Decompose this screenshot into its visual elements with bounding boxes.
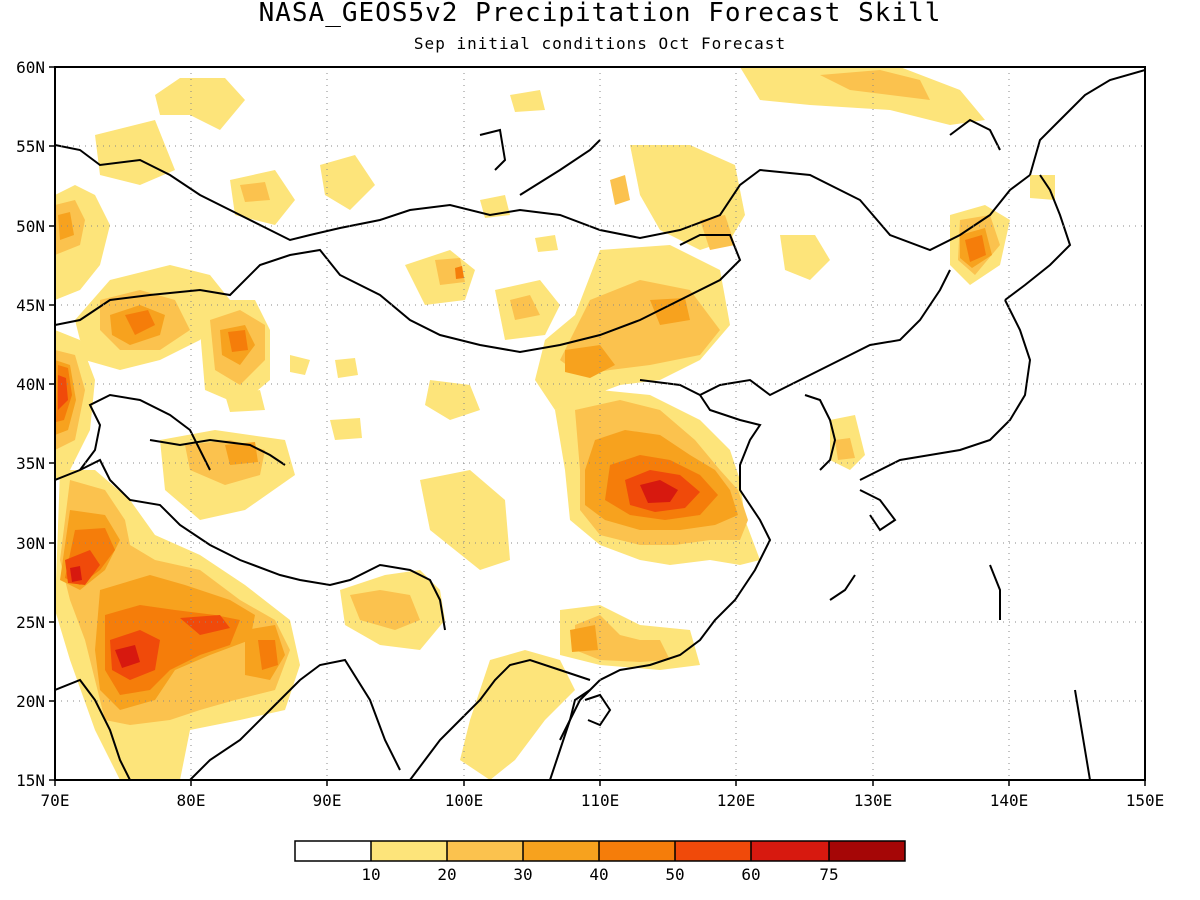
colorbar-label: 10: [361, 865, 380, 884]
tick-marks: [49, 66, 1146, 786]
colorbar-swatch: [599, 841, 675, 861]
lon-label: 120E: [717, 791, 756, 810]
colorbar-swatch: [829, 841, 905, 861]
colorbar-label: 50: [665, 865, 684, 884]
colorbar: 10 20 30 40 50 60 75: [294, 840, 906, 884]
colorbar-label: 30: [513, 865, 532, 884]
lat-label: 25N: [16, 613, 45, 632]
colorbar-swatch: [371, 841, 447, 861]
skill-shading: [55, 67, 1055, 780]
lat-label: 30N: [16, 534, 45, 553]
colorbar-swatch: [523, 841, 599, 861]
lon-label: 90E: [313, 791, 342, 810]
lat-label: 20N: [16, 692, 45, 711]
lat-label: 35N: [16, 454, 45, 473]
lat-label: 45N: [16, 296, 45, 315]
lat-label: 55N: [16, 137, 45, 156]
lat-label: 50N: [16, 217, 45, 236]
skill-level-60: [70, 480, 678, 668]
colorbar-swatch: [751, 841, 829, 861]
lat-label: 15N: [16, 771, 45, 790]
lon-labels: 70E 80E 90E 100E 110E 120E 130E 140E 150…: [41, 791, 1165, 810]
lat-label: 60N: [16, 58, 45, 77]
colorbar-swatch: [447, 841, 523, 861]
colorbar-label: 60: [741, 865, 760, 884]
lon-label: 130E: [854, 791, 893, 810]
lat-label: 40N: [16, 375, 45, 394]
lon-label: 70E: [41, 791, 70, 810]
colorbar-swatch: [295, 841, 371, 861]
colorbar-label: 75: [819, 865, 838, 884]
lon-label: 110E: [581, 791, 620, 810]
lon-label: 140E: [990, 791, 1029, 810]
coastlines: [55, 69, 1145, 780]
map-subtitle: Sep initial conditions Oct Forecast: [413, 34, 787, 53]
lon-label: 150E: [1126, 791, 1165, 810]
colorbar-label: 20: [437, 865, 456, 884]
map-title: NASA_GEOS5v2 Precipitation Forecast Skil…: [258, 0, 942, 28]
lon-label: 80E: [177, 791, 206, 810]
colorbar-label: 40: [589, 865, 608, 884]
lat-labels: 60N 55N 50N 45N 40N 35N 30N 25N 20N 15N: [16, 58, 45, 790]
colorbar-swatch: [675, 841, 751, 861]
grid-lines: [55, 67, 1145, 780]
lon-label: 100E: [445, 791, 484, 810]
